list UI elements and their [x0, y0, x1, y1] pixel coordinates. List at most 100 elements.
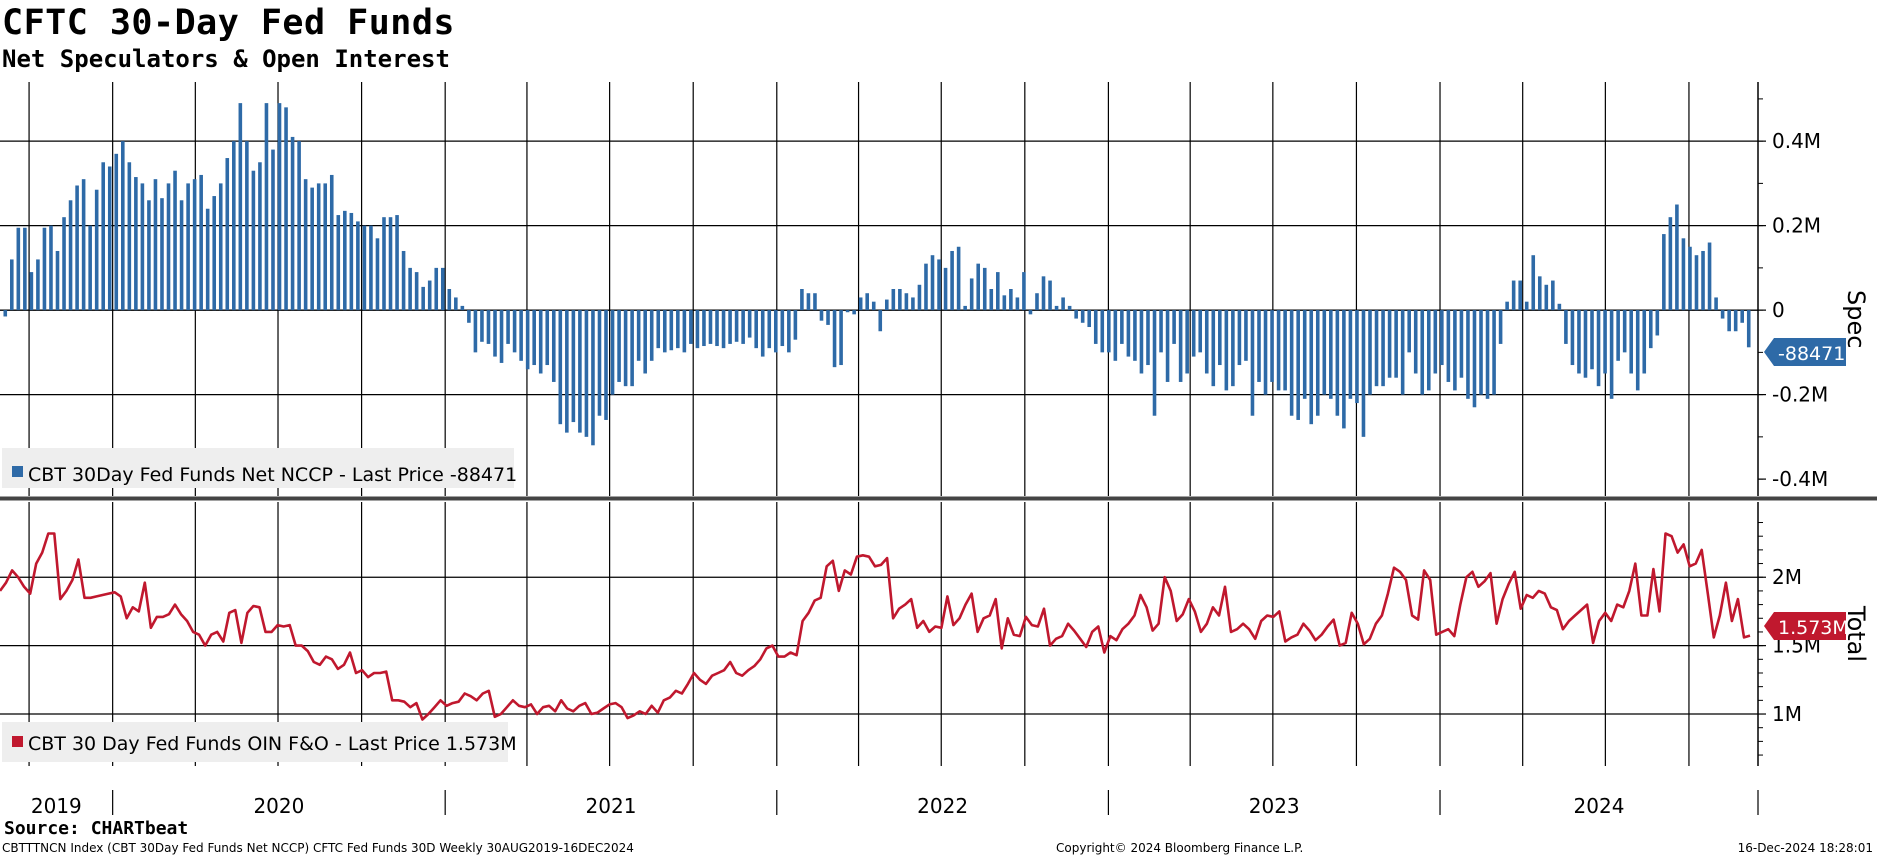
spec-bar — [989, 289, 994, 311]
spec-bar — [1224, 310, 1229, 391]
y-tick-label: 1M — [1772, 702, 1802, 726]
spec-bar — [81, 179, 86, 311]
total-legend: CBT 30 Day Fed Funds OIN F&O - Last Pric… — [2, 722, 517, 762]
spec-bar — [1126, 310, 1131, 357]
spec-bar — [1237, 310, 1242, 366]
spec-bar — [1159, 310, 1163, 353]
spec-bar — [682, 310, 687, 353]
spec-bar — [793, 310, 798, 340]
spec-bar — [584, 310, 589, 437]
spec-bar — [1342, 310, 1346, 429]
spec-bar — [728, 310, 732, 344]
spec-bar — [865, 293, 869, 311]
spec-bar — [1009, 289, 1013, 311]
spec-bar — [1257, 310, 1261, 382]
spec-bar — [551, 310, 556, 382]
spec-bar — [160, 198, 164, 311]
spec-bar — [1622, 310, 1627, 353]
spec-bar — [506, 310, 510, 344]
spec-bar — [662, 310, 667, 353]
spec-bar — [1479, 310, 1483, 395]
spec-last-price-tag: -88471 — [1764, 338, 1846, 366]
spec-bar — [911, 297, 915, 311]
spec-bar — [395, 215, 399, 311]
spec-bar — [1603, 310, 1607, 374]
y-tick-label: 2M — [1772, 565, 1802, 589]
chart-subtitle: Net Speculators & Open Interest — [2, 45, 450, 73]
spec-bar — [813, 293, 817, 311]
spec-bar — [140, 183, 145, 311]
spec-bar — [839, 310, 843, 366]
spec-bar — [669, 310, 674, 351]
spec-bar — [1609, 310, 1614, 399]
spec-bar — [996, 272, 1000, 311]
spec-bar — [336, 215, 341, 311]
spec-bar — [1583, 310, 1588, 378]
spec-bar — [369, 225, 373, 311]
spec-bar — [702, 310, 706, 347]
spec-bar — [1655, 310, 1660, 336]
spec-bar — [558, 310, 563, 425]
spec-bar — [1191, 310, 1196, 357]
spec-bar — [1701, 250, 1705, 311]
spec-bar — [1642, 310, 1647, 374]
copyright: Copyright© 2024 Bloomberg Finance L.P. — [1056, 841, 1304, 855]
spec-bar — [1720, 310, 1725, 319]
spec-bar — [1733, 310, 1738, 332]
spec-bar — [1178, 310, 1183, 382]
spec-bar — [362, 225, 367, 311]
spec-bar — [1100, 310, 1105, 353]
bottom-panel-grid — [0, 502, 1759, 766]
spec-bar — [401, 250, 406, 311]
spec-bar — [852, 310, 856, 315]
spec-bar — [1662, 234, 1666, 311]
spec-bar — [1531, 255, 1536, 311]
spec-bar — [1028, 310, 1033, 315]
spec-bar — [787, 310, 791, 353]
spec-bar — [49, 225, 53, 311]
spec-bar — [1453, 310, 1457, 391]
spec-bar — [1537, 276, 1542, 311]
spec-bar — [806, 293, 811, 311]
spec-bar — [871, 301, 876, 311]
spec-bar — [1211, 310, 1216, 387]
spec-bar — [1322, 310, 1327, 395]
spec-bar — [950, 250, 954, 311]
spec-bar — [1485, 310, 1490, 399]
spec-bar — [1113, 310, 1118, 361]
spec-bar — [1015, 297, 1020, 311]
spec-bar — [956, 246, 961, 311]
spec-bar — [1714, 297, 1718, 311]
spec-bar — [780, 310, 785, 347]
total-last-price: 1.573M — [1778, 617, 1849, 639]
spec-bar — [1250, 310, 1255, 416]
spec-bar — [1204, 310, 1209, 374]
spec-bar — [499, 310, 504, 363]
spec-bar — [656, 310, 661, 349]
index-description: CBTTTNCN Index (CBT 30Day Fed Funds Net … — [2, 841, 634, 855]
spec-bar — [1289, 310, 1294, 416]
spec-bar — [721, 310, 726, 349]
spec-bar — [754, 310, 758, 349]
x-year-label: 2020 — [253, 794, 304, 818]
spec-bar — [937, 259, 941, 311]
y-tick-label: -0.2M — [1772, 383, 1828, 407]
spec-bar — [545, 310, 550, 366]
source-note: Source: CHARTbeat — [4, 818, 189, 839]
spec-bar — [454, 297, 458, 311]
spec-bar — [1002, 295, 1007, 311]
spec-bar — [94, 189, 99, 311]
spec-bar — [1387, 310, 1392, 378]
spec-bar — [264, 103, 269, 311]
spec-bar — [1524, 301, 1529, 311]
spec-bar — [930, 255, 935, 311]
spec-bar — [1590, 310, 1594, 370]
spec-bar — [1459, 310, 1464, 378]
spec-bar — [101, 162, 106, 311]
spec-bar — [760, 310, 765, 357]
spec-legend-text: CBT 30Day Fed Funds Net NCCP - Last Pric… — [28, 464, 517, 486]
spec-bar — [238, 103, 243, 311]
spec-bar — [421, 286, 425, 311]
spec-bar — [1107, 310, 1111, 353]
spec-bar — [1022, 272, 1026, 311]
